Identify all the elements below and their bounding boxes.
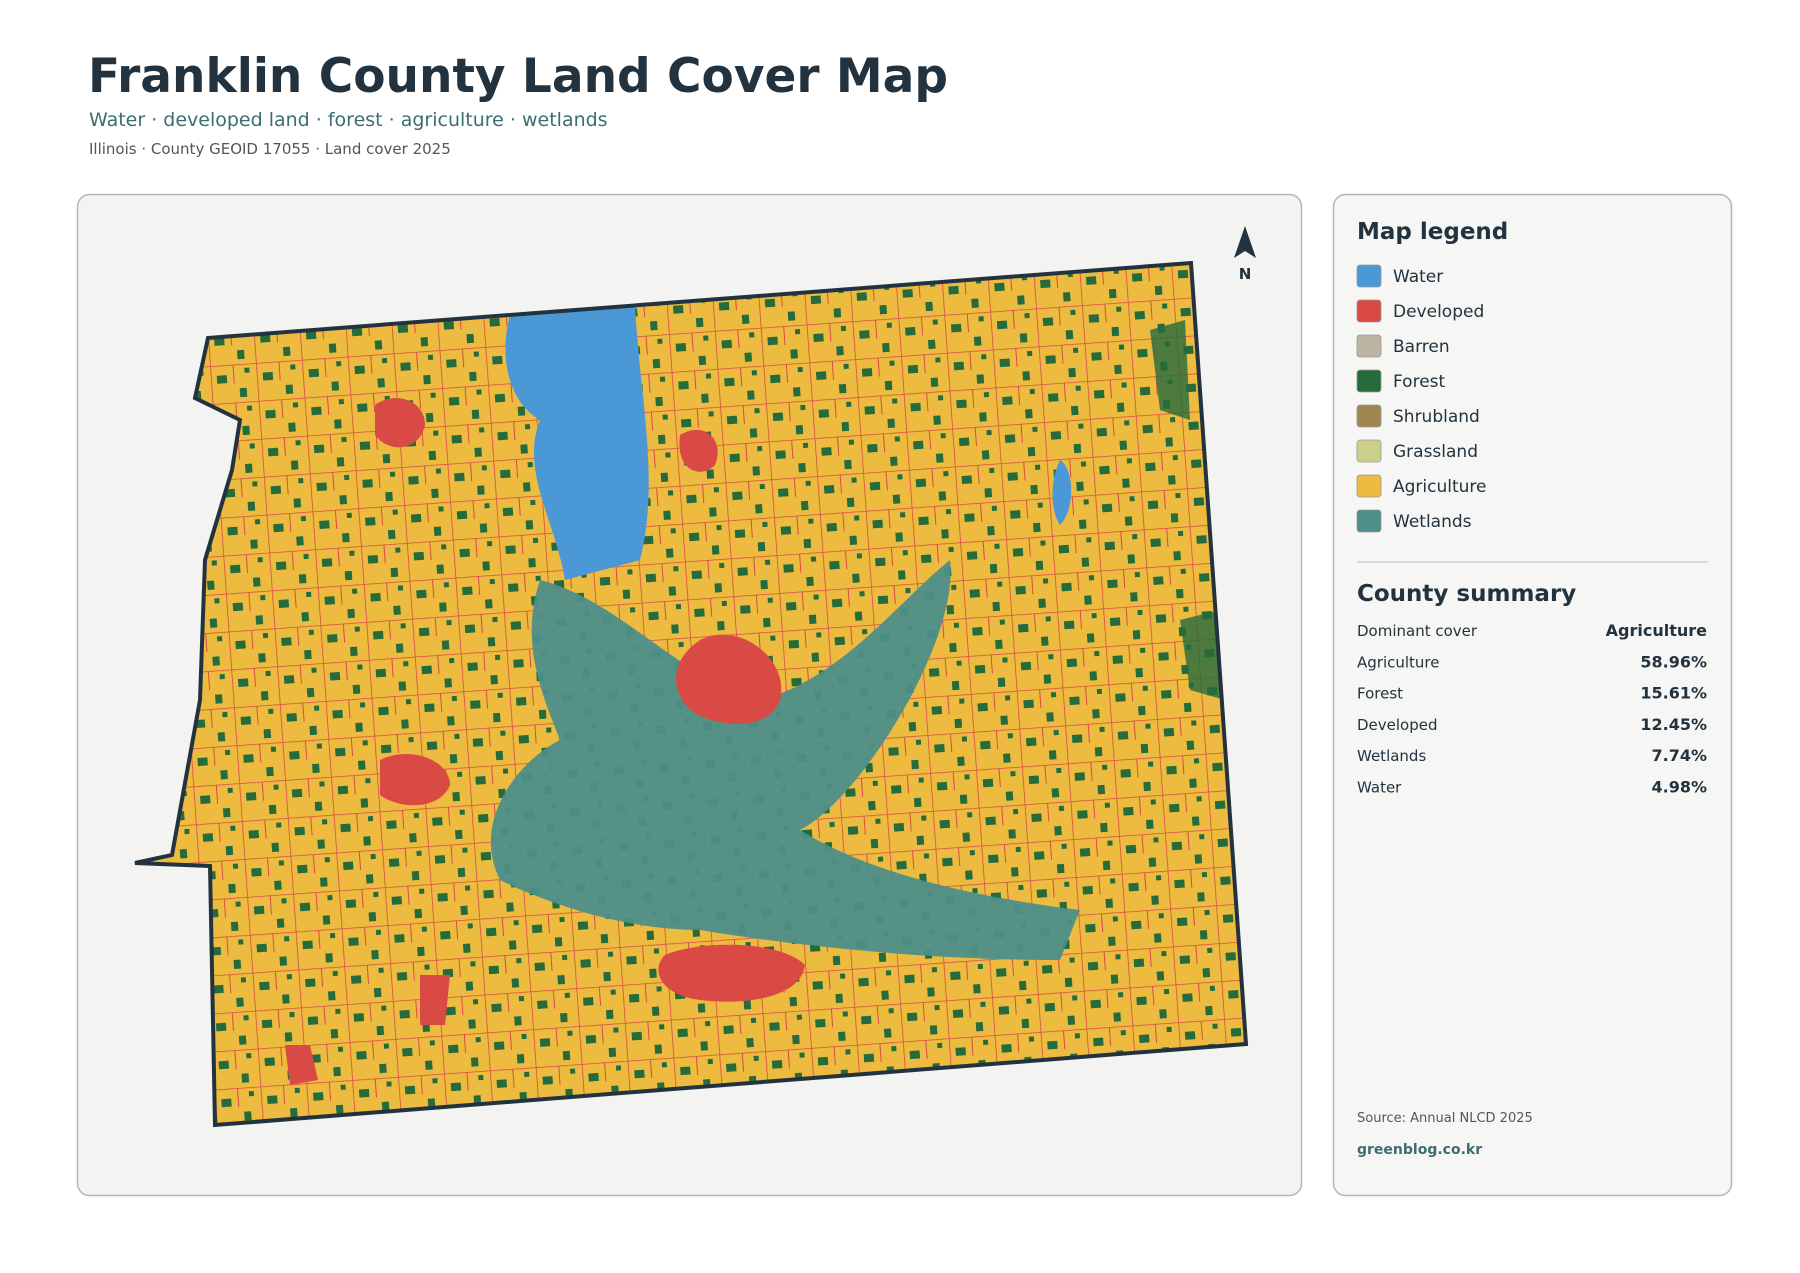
north-label: N [1239, 265, 1252, 283]
site: greenblog.co.kr [1357, 1142, 1482, 1158]
summary-label: Forest [1357, 685, 1403, 703]
summary-value: 58.96% [1640, 652, 1707, 671]
summary-label: Water [1357, 779, 1402, 797]
summary-value: Agriculture [1606, 621, 1708, 640]
city [380, 754, 450, 806]
legend-label: Shrubland [1393, 407, 1480, 427]
legend-label: Developed [1393, 302, 1484, 322]
forest-area [1180, 610, 1225, 700]
city [285, 1045, 318, 1085]
summary-value: 12.45% [1640, 715, 1707, 734]
county-border [134, 260, 1249, 1128]
wetlands-area [490, 560, 1080, 960]
legend-label: Grassland [1393, 442, 1478, 462]
summary-label: Agriculture [1357, 653, 1440, 671]
legend-swatch [1356, 334, 1382, 358]
city [375, 397, 425, 448]
legend-title: Map legend [1357, 219, 1508, 245]
city [658, 944, 805, 1002]
summary: Dominant cover Agriculture Agriculture 58.9… [1357, 621, 1707, 797]
title: Franklin County Land Cover Map [88, 49, 948, 104]
land-cover [135, 263, 1246, 1125]
legend-label: Agriculture [1393, 477, 1487, 497]
legend-swatch [1356, 404, 1382, 428]
meta: Illinois · County GEOID 17055 · Land cov… [89, 140, 451, 158]
legend-swatch [1356, 264, 1382, 288]
legend-swatch [1356, 439, 1382, 463]
north-arrow [1234, 226, 1256, 258]
legend-label: Wetlands [1393, 512, 1472, 532]
legend-swatch [1356, 369, 1382, 393]
summary-label: Wetlands [1357, 747, 1426, 765]
legend-swatch [1356, 474, 1382, 498]
source: Source: Annual NLCD 2025 [1357, 1111, 1533, 1126]
summary-title: County summary [1357, 581, 1576, 607]
side-panel [1332, 193, 1733, 1197]
lake [505, 305, 649, 580]
legend-label: Barren [1393, 337, 1450, 357]
summary-label: Dominant cover [1357, 622, 1478, 640]
summary-label: Developed [1357, 716, 1438, 734]
forest-area [1150, 320, 1190, 420]
city [420, 975, 450, 1025]
city [679, 429, 718, 472]
legend-swatch [1356, 509, 1382, 533]
legend-label: Water [1393, 267, 1443, 287]
subtitle: Water · developed land · forest · agricu… [89, 109, 608, 131]
legend-label: Forest [1393, 372, 1446, 392]
pond [1052, 460, 1072, 525]
summary-value: 4.98% [1651, 778, 1707, 797]
legend-swatch [1356, 299, 1382, 323]
legend: Water Developed Barren Forest Shrubland Grass… [1356, 264, 1487, 533]
summary-value: 15.61% [1640, 684, 1707, 703]
summary-value: 7.74% [1651, 746, 1707, 765]
city [676, 634, 782, 724]
